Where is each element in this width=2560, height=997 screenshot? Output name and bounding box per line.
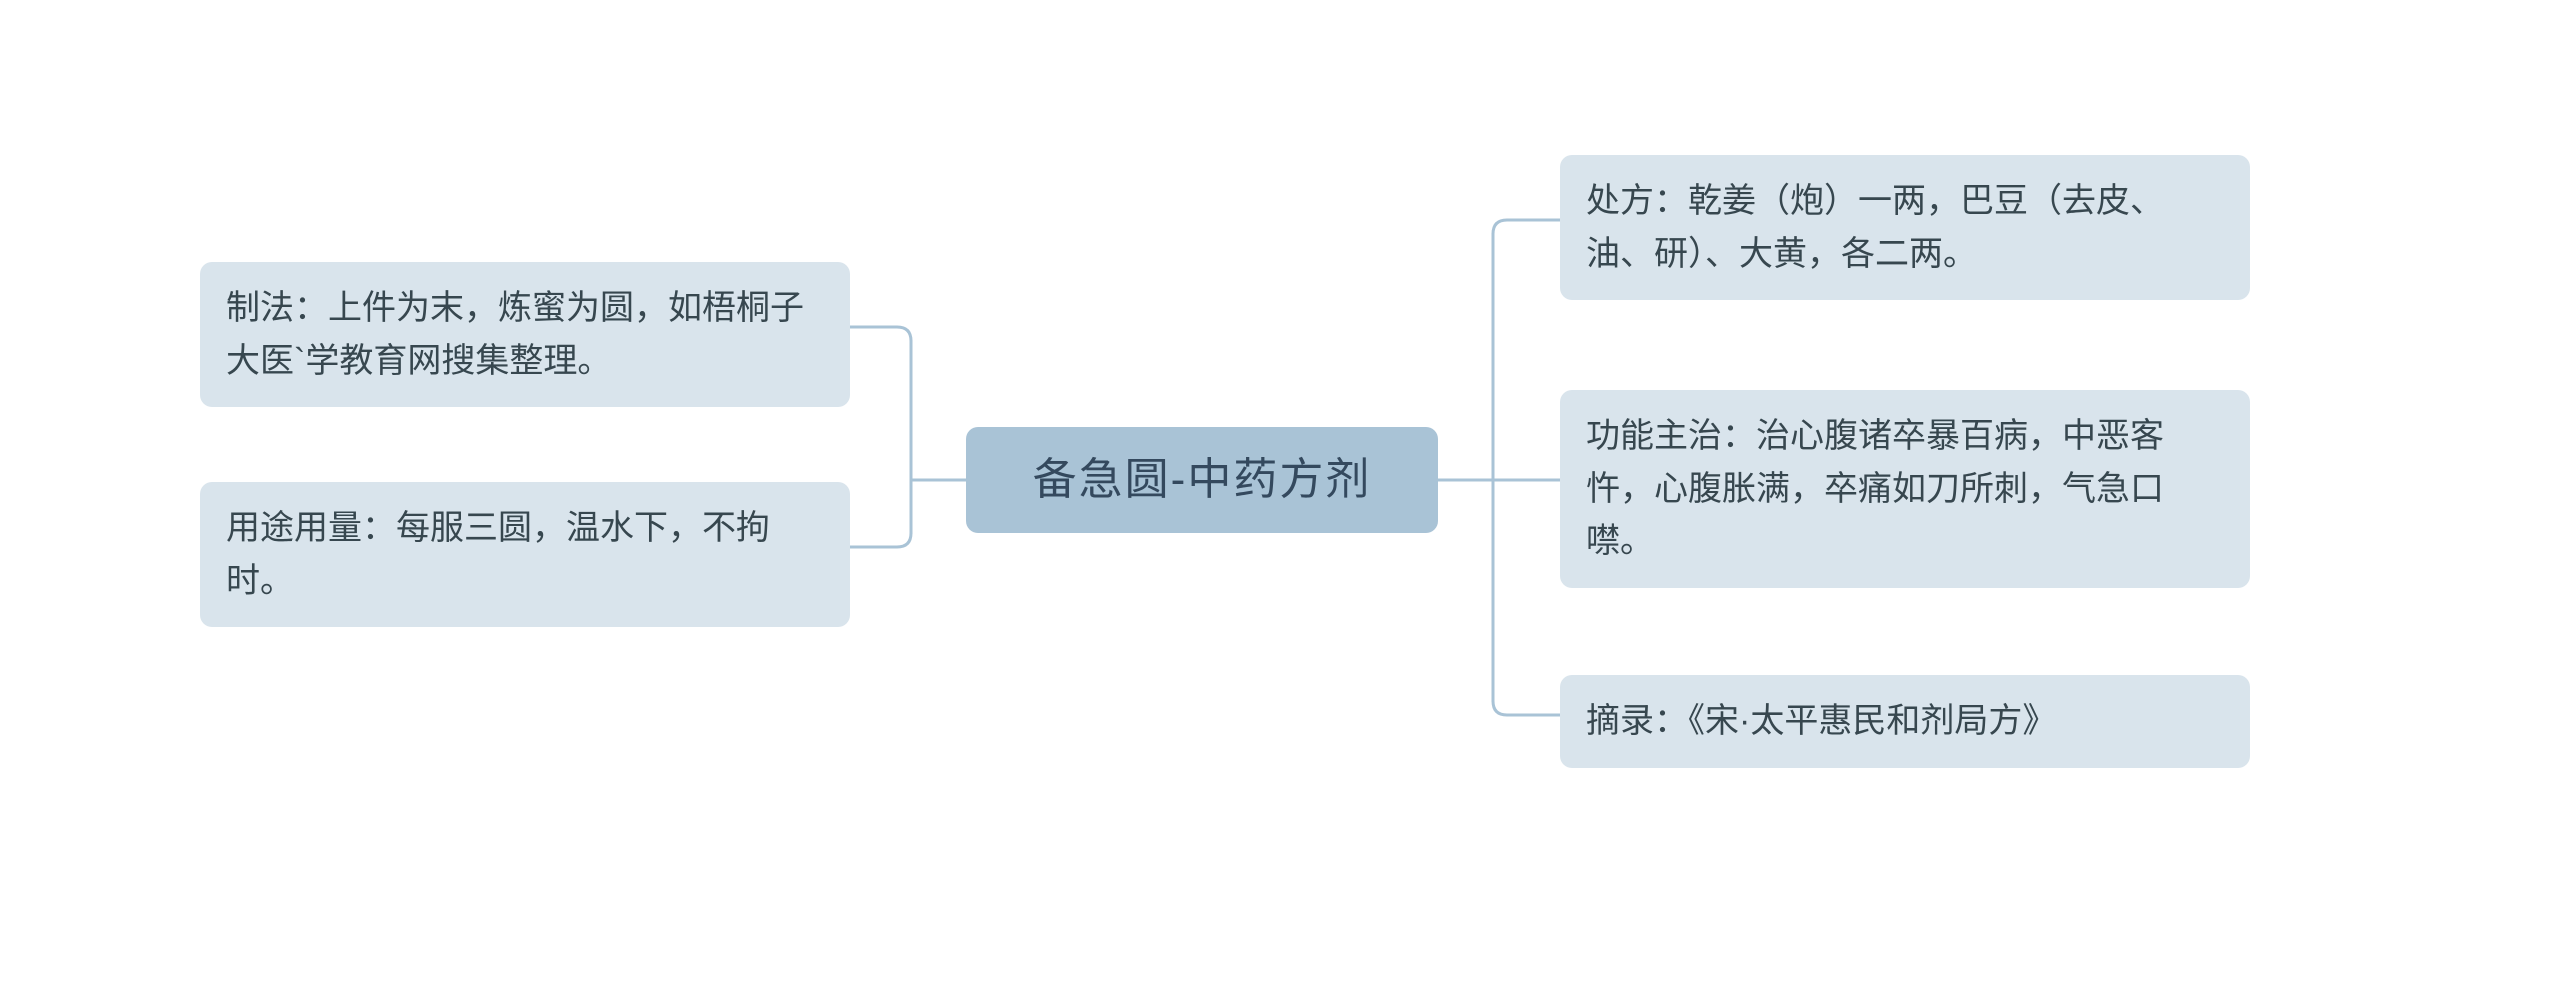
- right-node-2[interactable]: 摘录：《宋·太平惠民和剂局方》: [1560, 675, 2250, 768]
- right-node-1[interactable]: 功能主治：治心腹诸卒暴百病，中恶客忤，心腹胀满，卒痛如刀所刺，气急口噤。: [1560, 390, 2250, 588]
- center-node[interactable]: 备急圆-中药方剂: [966, 427, 1438, 533]
- left-node-0[interactable]: 制法：上件为末，炼蜜为圆，如梧桐子大医`学教育网搜集整理。: [200, 262, 850, 407]
- mindmap-canvas: 备急圆-中药方剂 制法：上件为末，炼蜜为圆，如梧桐子大医`学教育网搜集整理。用途…: [0, 0, 2560, 997]
- left-node-1[interactable]: 用途用量：每服三圆，温水下，不拘时。: [200, 482, 850, 627]
- right-node-0[interactable]: 处方：乾姜（炮）一两，巴豆（去皮、油、研）、大黄，各二两。: [1560, 155, 2250, 300]
